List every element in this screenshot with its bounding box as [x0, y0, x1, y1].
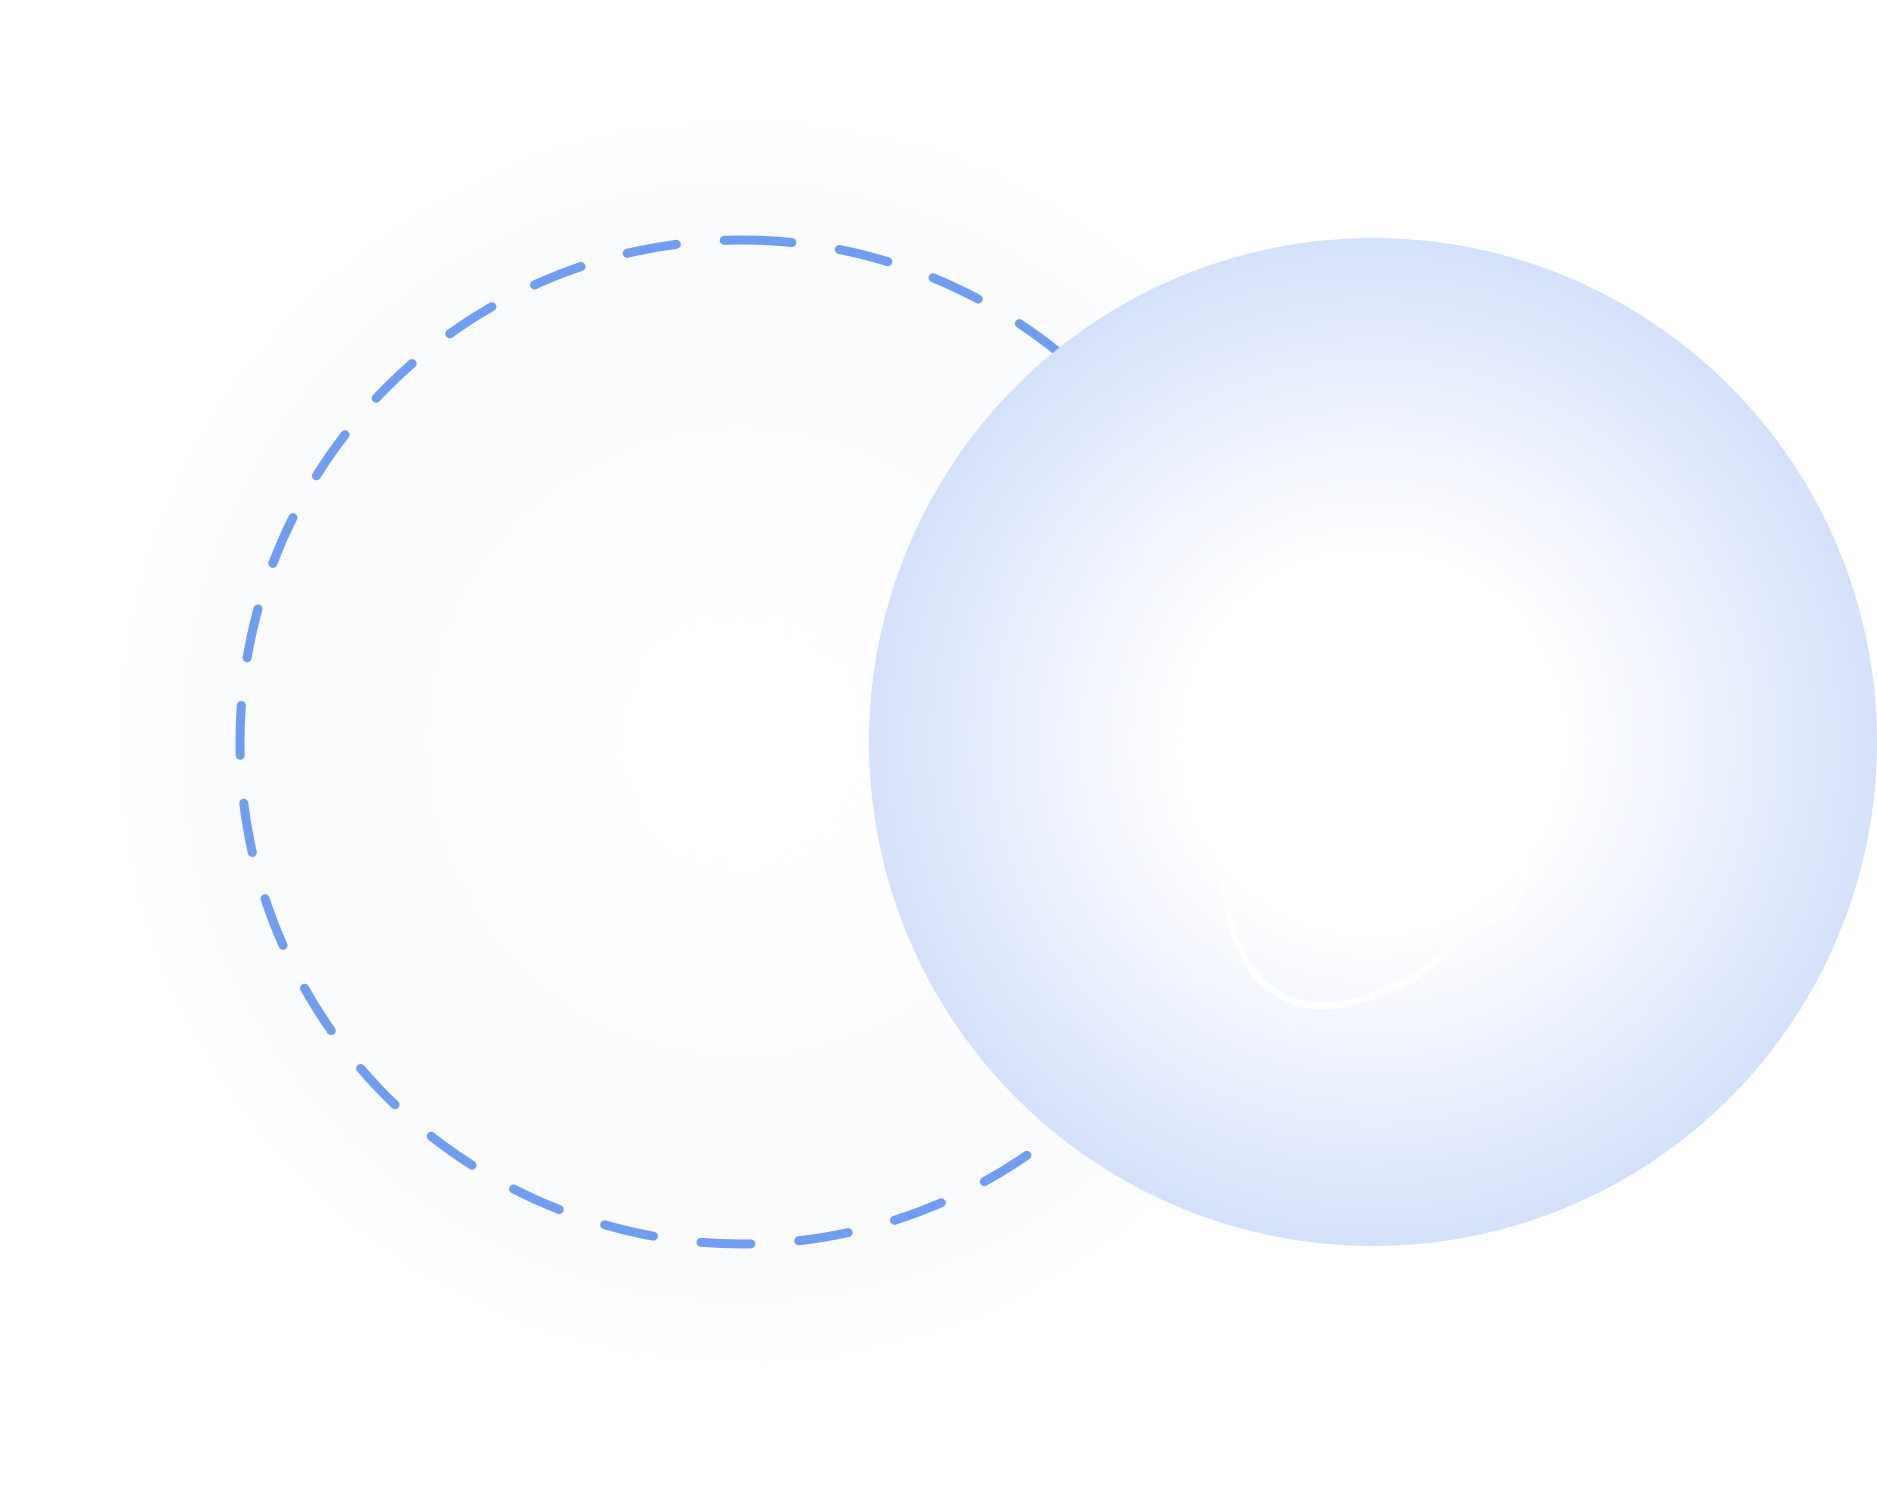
- user-icon: [1209, 573, 1545, 1010]
- gradient-orb: [869, 238, 1877, 1246]
